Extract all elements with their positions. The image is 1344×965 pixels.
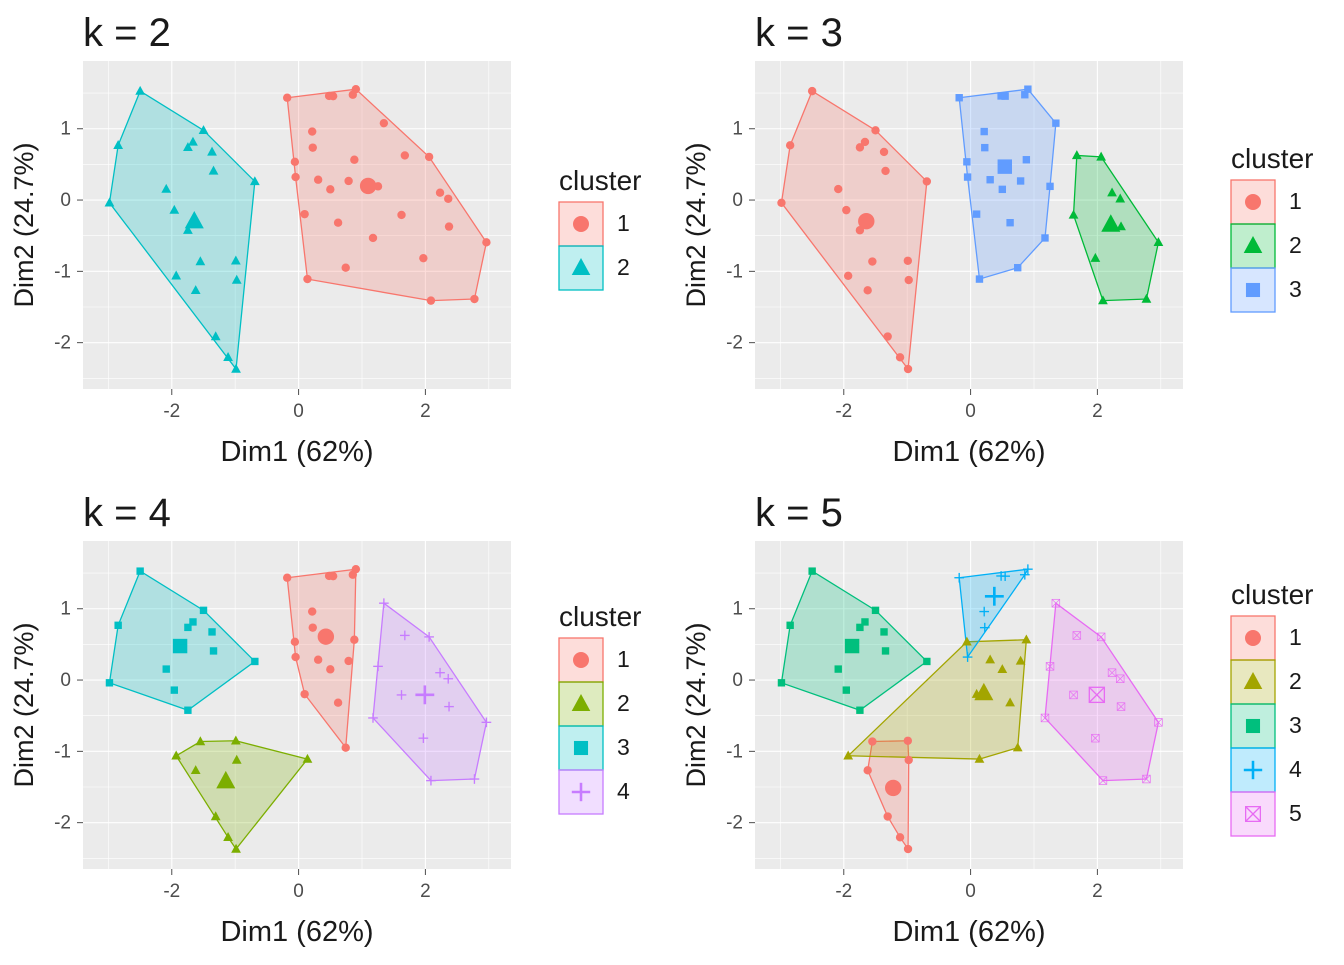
svg-text:0: 0 [965,401,976,422]
svg-text:4: 4 [617,778,630,804]
svg-text:cluster: cluster [1231,579,1313,610]
svg-text:Dim2 (24.7%): Dim2 (24.7%) [9,622,39,787]
svg-text:-2: -2 [835,881,852,902]
svg-text:k = 5: k = 5 [755,491,843,535]
svg-text:-1: -1 [54,741,71,762]
svg-text:-2: -2 [163,881,180,902]
svg-text:-2: -2 [835,401,852,422]
svg-text:cluster: cluster [559,165,641,196]
svg-text:-1: -1 [726,261,743,282]
svg-text:0: 0 [732,190,743,211]
svg-text:Dim1 (62%): Dim1 (62%) [220,916,373,948]
svg-text:0: 0 [293,401,304,422]
svg-text:0: 0 [60,670,71,691]
svg-text:1: 1 [617,210,630,236]
svg-text:2: 2 [1289,232,1302,258]
svg-text:-1: -1 [54,261,71,282]
svg-text:3: 3 [1289,276,1302,302]
svg-text:0: 0 [732,670,743,691]
svg-text:1: 1 [732,599,743,620]
svg-text:k = 2: k = 2 [83,11,171,55]
svg-text:Dim1 (62%): Dim1 (62%) [892,436,1045,468]
svg-text:cluster: cluster [559,601,641,632]
svg-text:4: 4 [1289,756,1302,782]
svg-text:Dim1 (62%): Dim1 (62%) [220,436,373,468]
svg-text:0: 0 [965,881,976,902]
svg-text:-2: -2 [726,333,743,354]
svg-text:2: 2 [420,881,431,902]
svg-text:-2: -2 [726,813,743,834]
svg-text:-1: -1 [726,741,743,762]
svg-text:Dim1 (62%): Dim1 (62%) [892,916,1045,948]
svg-text:cluster: cluster [1231,143,1313,174]
svg-text:5: 5 [1289,800,1302,826]
svg-text:1: 1 [617,646,630,672]
svg-text:1: 1 [1289,188,1302,214]
svg-text:2: 2 [1092,881,1103,902]
svg-text:Dim2 (24.7%): Dim2 (24.7%) [9,142,39,307]
svg-text:2: 2 [617,690,630,716]
svg-text:2: 2 [617,254,630,280]
svg-text:Dim2 (24.7%): Dim2 (24.7%) [681,622,711,787]
svg-text:k = 3: k = 3 [755,11,843,55]
svg-text:3: 3 [617,734,630,760]
svg-text:0: 0 [60,190,71,211]
svg-text:2: 2 [420,401,431,422]
svg-text:1: 1 [1289,624,1302,650]
svg-text:2: 2 [1289,668,1302,694]
svg-text:-2: -2 [54,813,71,834]
svg-text:k = 4: k = 4 [83,491,171,535]
svg-text:1: 1 [732,119,743,140]
svg-text:-2: -2 [54,333,71,354]
svg-text:0: 0 [293,881,304,902]
svg-text:2: 2 [1092,401,1103,422]
svg-text:1: 1 [60,599,71,620]
svg-text:Dim2 (24.7%): Dim2 (24.7%) [681,142,711,307]
svg-text:1: 1 [60,119,71,140]
svg-text:-2: -2 [163,401,180,422]
svg-text:3: 3 [1289,712,1302,738]
